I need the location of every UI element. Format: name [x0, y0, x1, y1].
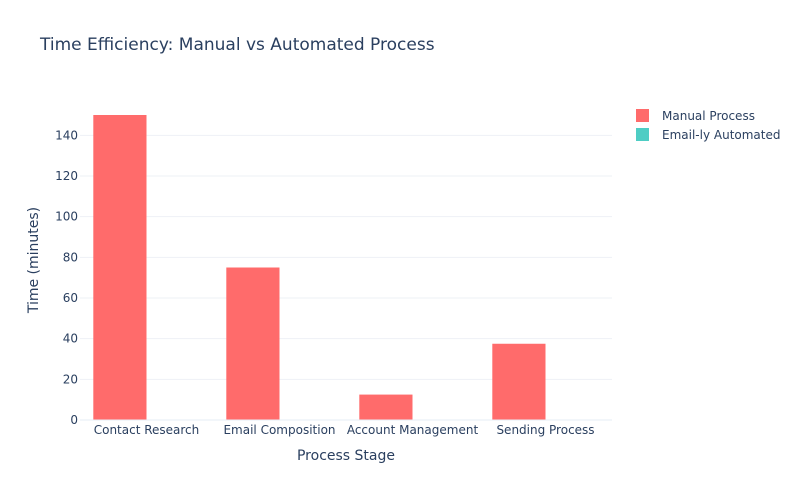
x-tick-label: Email Composition — [223, 423, 335, 437]
bar-manual-3[interactable] — [492, 343, 546, 420]
bars — [93, 115, 546, 421]
y-tick-labels: 0 20 40 60 80 100 120 140 — [55, 128, 78, 427]
chart-title: Time Efficiency: Manual vs Automated Pro… — [39, 35, 435, 55]
y-tick-label: 140 — [55, 128, 78, 142]
y-tick-label: 0 — [70, 413, 78, 427]
bar-manual-1[interactable] — [226, 267, 280, 421]
y-tick-label: 120 — [55, 169, 78, 183]
x-tick-label: Contact Research — [94, 423, 200, 437]
bar-manual-0[interactable] — [93, 115, 147, 420]
legend-swatch[interactable] — [636, 128, 649, 141]
legend-label[interactable]: Manual Process — [662, 109, 755, 123]
y-tick-label: 20 — [63, 372, 78, 386]
y-tick-label: 100 — [55, 210, 78, 224]
x-tick-label: Account Management — [347, 423, 479, 437]
x-tick-label: Sending Process — [496, 423, 594, 437]
bar-manual-2[interactable] — [359, 394, 413, 420]
x-axis-title: Process Stage — [297, 448, 395, 464]
y-tick-label: 40 — [63, 332, 78, 346]
y-axis-title: Time (minutes) — [26, 207, 42, 314]
gridlines — [80, 134, 612, 380]
y-tick-label: 60 — [63, 291, 78, 305]
legend-swatch[interactable] — [636, 109, 649, 122]
legend[interactable]: Manual Process Email-ly Automated — [636, 109, 780, 142]
y-tick-label: 80 — [63, 250, 78, 264]
legend-label[interactable]: Email-ly Automated — [662, 128, 780, 142]
x-tick-labels: Contact Research Email Composition Account… — [94, 423, 595, 437]
